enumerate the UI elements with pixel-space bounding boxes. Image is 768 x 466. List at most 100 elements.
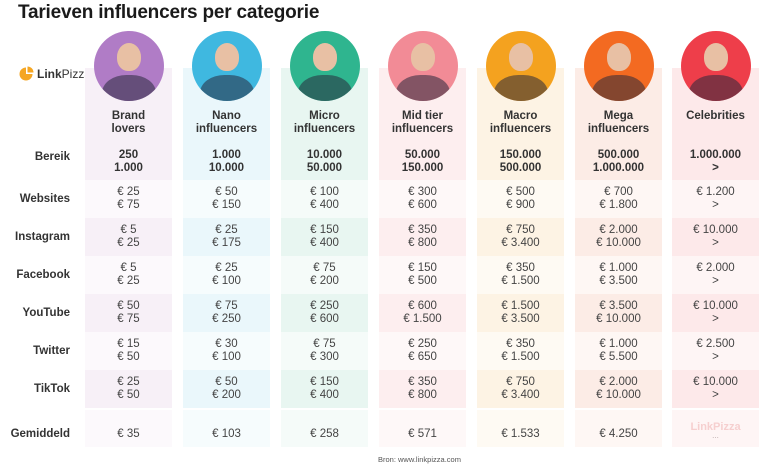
row-band xyxy=(672,332,759,370)
row-band xyxy=(85,332,172,370)
gemiddeld-cell: € 103 xyxy=(212,428,241,440)
row-label-youtube: YouTube xyxy=(22,307,70,319)
category-name: Mega influencers xyxy=(587,110,650,135)
pizza-slice-icon xyxy=(19,66,34,81)
facebook-rate-cell: € 1.000 € 3.500 xyxy=(599,262,638,287)
row-band xyxy=(281,294,368,332)
row-band xyxy=(477,410,564,447)
row-band xyxy=(575,332,662,370)
logo-text: LinkPizza xyxy=(37,67,92,81)
row-band xyxy=(85,370,172,408)
influencer-avatar xyxy=(192,31,262,101)
linkpizza-watermark: LinkPizza... xyxy=(690,421,741,440)
tiktok-rate-cell: € 50 € 200 xyxy=(212,376,241,401)
facebook-rate-cell: € 75 € 200 xyxy=(310,262,339,287)
row-label-gemiddeld: Gemiddeld xyxy=(10,428,70,440)
row-band xyxy=(85,180,172,218)
row-label-tiktok: TikTok xyxy=(34,383,70,395)
row-band xyxy=(183,294,270,332)
row-band xyxy=(85,256,172,294)
instagram-rate-cell: € 350 € 800 xyxy=(408,224,437,249)
category-name: Nano influencers xyxy=(195,110,258,135)
twitter-rate-cell: € 1.000 € 5.500 xyxy=(599,338,638,363)
row-label-websites: Websites xyxy=(19,193,70,205)
websites-rate-cell: € 25 € 75 xyxy=(117,186,140,211)
gemiddeld-cell: € 4.250 xyxy=(599,428,638,440)
twitter-rate-cell: € 15 € 50 xyxy=(117,338,140,363)
instagram-rate-cell: € 10.000 > xyxy=(693,224,738,249)
row-band xyxy=(575,370,662,408)
facebook-rate-cell: € 2.000 > xyxy=(696,262,735,287)
websites-rate-cell: € 300 € 600 xyxy=(408,186,437,211)
youtube-rate-cell: € 10.000 > xyxy=(693,300,738,325)
row-band xyxy=(183,180,270,218)
bereik-cell: 150.000 500.000 xyxy=(499,149,542,174)
bereik-cell: 1.000 10.000 xyxy=(208,149,245,174)
row-band xyxy=(672,180,759,218)
row-label-bereik: Bereik xyxy=(34,151,70,163)
instagram-rate-cell: € 750 € 3.400 xyxy=(501,224,540,249)
twitter-rate-cell: € 2.500 > xyxy=(696,338,735,363)
row-band xyxy=(575,218,662,256)
row-band xyxy=(672,410,759,447)
row-band xyxy=(85,410,172,447)
row-band xyxy=(672,370,759,408)
row-band xyxy=(183,410,270,447)
row-band xyxy=(281,256,368,294)
row-band xyxy=(379,256,466,294)
twitter-rate-cell: € 75 € 300 xyxy=(310,338,339,363)
websites-rate-cell: € 700 € 1.800 xyxy=(599,186,638,211)
bereik-cell: 10.000 50.000 xyxy=(306,149,343,174)
category-name: Celebrities xyxy=(686,110,745,122)
row-band xyxy=(575,410,662,447)
row-band xyxy=(281,180,368,218)
row-band xyxy=(379,180,466,218)
row-band xyxy=(281,370,368,408)
row-band xyxy=(477,256,564,294)
bereik-cell: 1.000.000 > xyxy=(689,149,742,174)
influencer-avatar xyxy=(681,31,751,101)
instagram-rate-cell: € 2.000 € 10.000 xyxy=(596,224,641,249)
row-band xyxy=(477,294,564,332)
category-name: Macro influencers xyxy=(489,110,552,135)
row-band xyxy=(672,256,759,294)
facebook-rate-cell: € 350 € 1.500 xyxy=(501,262,540,287)
tiktok-rate-cell: € 25 € 50 xyxy=(117,376,140,401)
row-band xyxy=(281,218,368,256)
tiktok-rate-cell: € 10.000 > xyxy=(693,376,738,401)
tiktok-rate-cell: € 750 € 3.400 xyxy=(501,376,540,401)
row-band xyxy=(477,218,564,256)
websites-rate-cell: € 100 € 400 xyxy=(310,186,339,211)
source-note: Bron: www.linkpizza.com xyxy=(378,455,461,464)
websites-rate-cell: € 500 € 900 xyxy=(506,186,535,211)
youtube-rate-cell: € 1.500 € 3.500 xyxy=(501,300,540,325)
youtube-rate-cell: € 75 € 250 xyxy=(212,300,241,325)
row-band xyxy=(575,256,662,294)
row-band xyxy=(477,180,564,218)
row-band xyxy=(575,294,662,332)
influencer-avatar xyxy=(388,31,458,101)
row-label-facebook: Facebook xyxy=(16,269,70,281)
category-name: Mid tier influencers xyxy=(391,110,454,135)
facebook-rate-cell: € 5 € 25 xyxy=(117,262,140,287)
tiktok-rate-cell: € 2.000 € 10.000 xyxy=(596,376,641,401)
twitter-rate-cell: € 250 € 650 xyxy=(408,338,437,363)
row-band xyxy=(379,332,466,370)
row-band xyxy=(672,218,759,256)
influencer-avatar xyxy=(486,31,556,101)
bereik-cell: 500.000 1.000.000 xyxy=(592,149,645,174)
row-band xyxy=(85,218,172,256)
instagram-rate-cell: € 5 € 25 xyxy=(117,224,140,249)
websites-rate-cell: € 1.200 > xyxy=(696,186,735,211)
influencer-avatar xyxy=(584,31,654,101)
row-band xyxy=(379,410,466,447)
influencer-avatar xyxy=(290,31,360,101)
row-band xyxy=(183,370,270,408)
facebook-rate-cell: € 150 € 500 xyxy=(408,262,437,287)
row-band xyxy=(183,332,270,370)
youtube-rate-cell: € 3.500 € 10.000 xyxy=(596,300,641,325)
instagram-rate-cell: € 150 € 400 xyxy=(310,224,339,249)
instagram-rate-cell: € 25 € 175 xyxy=(212,224,241,249)
row-band xyxy=(477,370,564,408)
row-band xyxy=(672,294,759,332)
